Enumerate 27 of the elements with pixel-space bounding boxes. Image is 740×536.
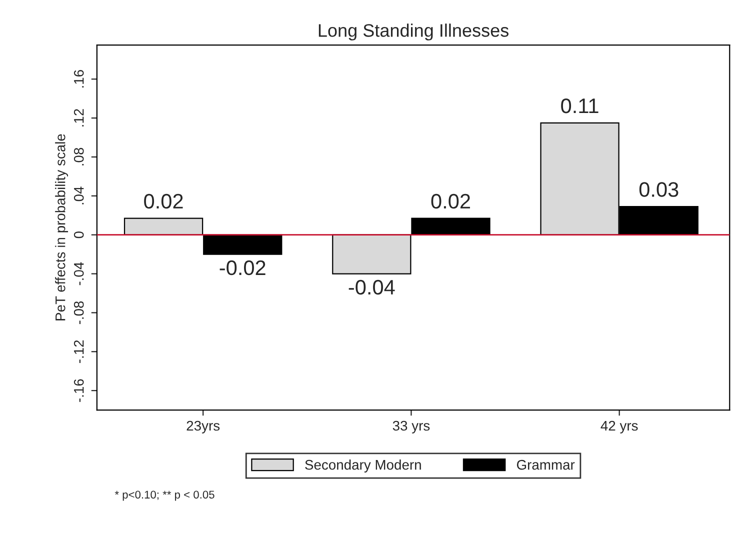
y-tick-label: -.04 <box>74 262 84 286</box>
y-tick-label: .12 <box>74 109 84 126</box>
bar <box>411 218 490 236</box>
y-tick-label: .04 <box>74 186 84 204</box>
data-label: 0.11 <box>561 98 598 114</box>
x-tick-label: 33 yrs <box>392 420 430 434</box>
data-label: 0.02 <box>431 194 470 209</box>
y-tick-label: .16 <box>74 70 84 88</box>
data-label: 0.03 <box>639 182 678 197</box>
data-label: -0.02 <box>220 260 266 276</box>
bar <box>203 234 282 255</box>
y-axis-title: PeT effects in probability scale <box>55 134 68 320</box>
bar <box>124 218 204 236</box>
chart-title: Long Standing Illnesses <box>318 24 509 40</box>
bar <box>332 234 412 274</box>
x-tick-label: 42 yrs <box>600 420 638 434</box>
text: * p<0.10; ** p < 0.05 <box>114 490 214 501</box>
y-tick-label: -.08 <box>74 301 84 324</box>
y-tick-label: .08 <box>74 148 84 166</box>
data-label: -0.04 <box>348 280 395 295</box>
legend-label: Grammar <box>516 460 575 470</box>
x-tick-label: 23yrs <box>186 420 220 434</box>
y-tick-label: -.12 <box>74 340 84 363</box>
y-tick-label: -.16 <box>74 379 84 402</box>
data-label: 0.02 <box>144 194 183 209</box>
y-tick-label: 0 <box>74 232 84 238</box>
legend-label: Secondary Modern <box>305 460 421 472</box>
